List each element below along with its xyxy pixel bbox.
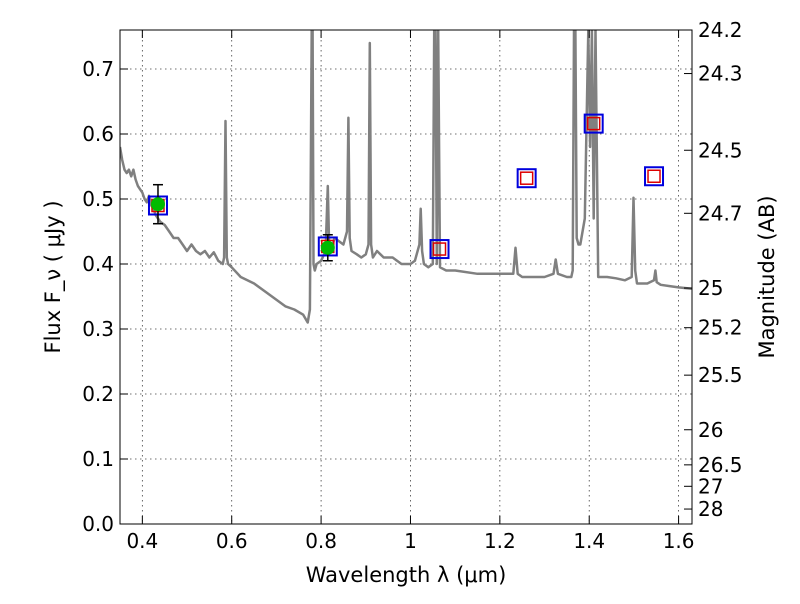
- model-box-3: [516, 168, 537, 189]
- y-axis-label-left: Flux F_ν ( μJy ): [41, 200, 66, 353]
- model-box-4: [583, 113, 604, 134]
- x-tick-label-6: 1.6: [663, 529, 695, 553]
- x-tick-label-5: 1.4: [573, 529, 605, 553]
- x-tick-label-0: 0.4: [126, 529, 158, 553]
- mag-tick-label-1: 24.3: [698, 62, 743, 86]
- y-tick-label-4: 0.4: [82, 252, 114, 276]
- y-tick-label-0: 0.0: [82, 512, 114, 536]
- model-box-2: [429, 239, 450, 260]
- x-axis-label: Wavelength λ (μm): [306, 563, 507, 587]
- sed-model-line: [120, 30, 692, 324]
- mag-tick-label-5: 25.2: [698, 316, 743, 340]
- x-tick-label-1: 0.6: [216, 529, 248, 553]
- model-box-inner-4: [586, 116, 601, 131]
- y-tick-label-7: 0.7: [82, 57, 114, 81]
- plot-area: [120, 30, 692, 324]
- mag-tick-label-6: 25.5: [698, 363, 743, 387]
- y-tick-label-2: 0.2: [82, 382, 114, 406]
- plot-frame: [119, 29, 693, 525]
- mag-tick-label-2: 24.5: [698, 138, 743, 162]
- axis-ticks: 0.4 0.6 0.8 1 1.2 1.4 1.6 0.0 0.1 0.2 0.3 0.4 0.5 0.6…: [82, 18, 742, 553]
- y-tick-label-1: 0.1: [82, 447, 114, 471]
- mag-tick-label-4: 25: [698, 276, 723, 300]
- y-tick-label-3: 0.3: [82, 317, 114, 341]
- model-box-5: [644, 166, 665, 187]
- mag-tick-label-10: 28: [698, 497, 723, 521]
- observed-point-0: [150, 197, 165, 212]
- model-box-inner-2: [432, 242, 447, 256]
- mag-tick-label-3: 24.7: [698, 201, 743, 225]
- y-tick-label-6: 0.6: [82, 122, 114, 146]
- mag-tick-label-9: 27: [698, 474, 723, 498]
- y-tick-label-5: 0.5: [82, 187, 114, 211]
- observed-point-1: [320, 240, 335, 255]
- mag-tick-label-7: 26: [698, 418, 723, 442]
- model-box-inner-5: [647, 169, 661, 183]
- x-tick-label-2: 0.8: [305, 529, 337, 553]
- mag-tick-label-0: 24.2: [698, 18, 743, 42]
- x-tick-label-4: 1.2: [484, 529, 516, 553]
- x-tick-label-3: 1: [404, 529, 417, 553]
- y-axis-label-right: Magnitude (AB): [755, 195, 779, 358]
- model-box-inner-3: [519, 171, 534, 185]
- mag-tick-label-8: 26.5: [698, 453, 743, 477]
